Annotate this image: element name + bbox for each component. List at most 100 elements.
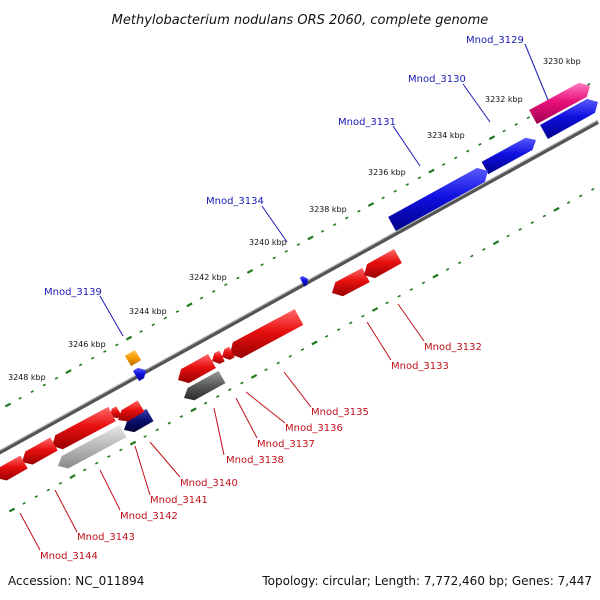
minor-tick-mark <box>478 142 482 146</box>
minor-tick-mark <box>54 376 59 380</box>
gene-label-mnod-3140[interactable]: Mnod_3140 <box>180 478 238 489</box>
gene-mnod-3133[interactable] <box>364 249 402 279</box>
minor-tick-mark <box>361 314 365 318</box>
minor-tick-mark <box>103 350 107 353</box>
gene-label-mnod-3134[interactable]: Mnod_3134 <box>206 196 264 207</box>
gene-mnod-3141[interactable] <box>118 400 145 422</box>
major-tick-mark <box>69 474 76 480</box>
minor-tick-mark <box>18 396 22 400</box>
tick-label: 3242 kbp <box>189 273 227 282</box>
gene-label-mnod-3133[interactable]: Mnod_3133 <box>391 361 449 372</box>
minor-tick-mark <box>296 243 301 247</box>
major-tick-mark <box>65 369 72 375</box>
gene-mnod-3129[interactable] <box>529 82 590 124</box>
major-tick-mark <box>311 340 318 346</box>
gene-label-mnod-3129[interactable]: Mnod_3129 <box>466 35 524 46</box>
gene-mnod-3143[interactable] <box>52 406 116 450</box>
genome-summary-text: Topology: circular; Length: 7,772,460 bp… <box>261 574 592 588</box>
gene-label-mnod-3139[interactable]: Mnod_3139 <box>44 287 102 298</box>
minor-tick-mark <box>333 223 337 227</box>
minor-tick-mark <box>82 468 87 472</box>
minor-tick-mark <box>203 401 208 405</box>
gene-label-mnod-3136[interactable]: Mnod_3136 <box>285 423 343 434</box>
leader-line <box>134 445 151 496</box>
minor-tick-mark <box>42 383 46 387</box>
minor-tick-mark <box>466 149 470 153</box>
gene-label-mnod-3130[interactable]: Mnod_3130 <box>408 74 466 85</box>
gene-label-mnod-3144[interactable]: Mnod_3144 <box>40 551 98 562</box>
gene-label-mnod-3141[interactable]: Mnod_3141 <box>150 495 208 506</box>
major-tick-mark <box>367 202 375 207</box>
minor-tick-mark <box>199 296 204 300</box>
minor-tick-mark <box>397 294 401 298</box>
minor-tick-mark <box>228 388 232 392</box>
gene-mnod-3138[interactable] <box>178 354 216 384</box>
tick-label: 3236 kbp <box>368 168 406 177</box>
gene-orange-feature[interactable] <box>124 349 142 367</box>
minor-tick-mark <box>393 189 397 193</box>
gene-mnod-3142[interactable] <box>58 424 127 469</box>
gene-label-mnod-3137[interactable]: Mnod_3137 <box>257 439 315 450</box>
minor-tick-mark <box>212 289 216 293</box>
major-tick-mark <box>371 307 379 312</box>
gene-mnod-3131b[interactable] <box>388 167 488 231</box>
tick-label: 3240 kbp <box>249 238 287 247</box>
minor-tick-mark <box>264 368 268 372</box>
gene-label-mnod-3135[interactable]: Mnod_3135 <box>311 407 369 418</box>
leader-line <box>213 407 225 456</box>
outer-tick-track <box>4 82 591 408</box>
accession-text: Accession: NC_011894 <box>8 574 144 588</box>
tick-label: 3244 kbp <box>129 307 167 316</box>
gene-mnod-3136[interactable] <box>222 346 235 360</box>
minor-tick-mark <box>167 421 171 425</box>
gene-mnod-3143b[interactable] <box>22 437 58 465</box>
gene-mnod-3130[interactable] <box>540 98 598 139</box>
major-tick-mark <box>432 273 439 279</box>
minor-tick-mark <box>46 488 50 492</box>
gene-label-mnod-3132[interactable]: Mnod_3132 <box>424 342 482 353</box>
major-tick-mark <box>186 302 193 308</box>
map-title: Methylobacterium nodulans ORS 2060, comp… <box>112 13 489 28</box>
leader-line <box>462 83 491 123</box>
minor-tick-mark <box>526 116 530 120</box>
genome-backbone <box>0 119 599 455</box>
gene-mnod-3141b[interactable] <box>110 406 122 419</box>
leader-line <box>524 43 549 101</box>
minor-tick-mark <box>91 356 95 360</box>
leader-line <box>149 441 181 478</box>
minor-tick-mark <box>58 481 63 485</box>
gene-mnod-3135[interactable] <box>230 309 304 359</box>
gene-mnod-3139[interactable] <box>132 367 146 382</box>
gene-mnod-3134[interactable] <box>299 276 308 287</box>
gene-mnod-3137[interactable] <box>212 350 225 364</box>
minor-tick-mark <box>276 361 280 365</box>
gene-mnod-3131[interactable] <box>481 137 536 175</box>
tick-label: 3246 kbp <box>68 340 106 349</box>
minor-tick-mark <box>95 461 99 465</box>
major-tick-mark <box>488 135 496 141</box>
gene-label-mnod-3143[interactable]: Mnod_3143 <box>77 532 135 543</box>
minor-tick-mark <box>163 316 167 320</box>
tick-labels: 3230 kbp 3232 kbp 3234 kbp 3236 kbp 3238… <box>8 57 581 382</box>
gene-mnod-3132[interactable] <box>332 267 370 297</box>
minor-tick-mark <box>381 196 385 200</box>
gene-mnod-3138b[interactable] <box>184 370 226 401</box>
gene-label-mnod-3131[interactable]: Mnod_3131 <box>338 117 396 128</box>
minor-tick-mark <box>300 348 305 352</box>
minor-tick-mark <box>22 501 26 505</box>
minor-tick-mark <box>566 201 571 205</box>
gene-label-mnod-3138[interactable]: Mnod_3138 <box>226 455 284 466</box>
minor-tick-mark <box>421 281 426 285</box>
major-tick-mark <box>4 402 12 408</box>
tick-label: 3230 kbp <box>543 57 581 66</box>
minor-tick-mark <box>260 263 264 267</box>
leader-line <box>235 397 258 439</box>
gene-mnod-3144[interactable] <box>0 455 28 481</box>
gene-mnod-3140[interactable] <box>124 408 154 433</box>
gene-label-mnod-3142[interactable]: Mnod_3142 <box>120 511 178 522</box>
major-tick-mark <box>492 240 500 246</box>
minor-tick-mark <box>417 176 422 180</box>
forward-gene-labels: Mnod_3129 Mnod_3130 Mnod_3131 Mnod_3134 … <box>44 35 549 337</box>
minor-tick-mark <box>542 214 547 218</box>
